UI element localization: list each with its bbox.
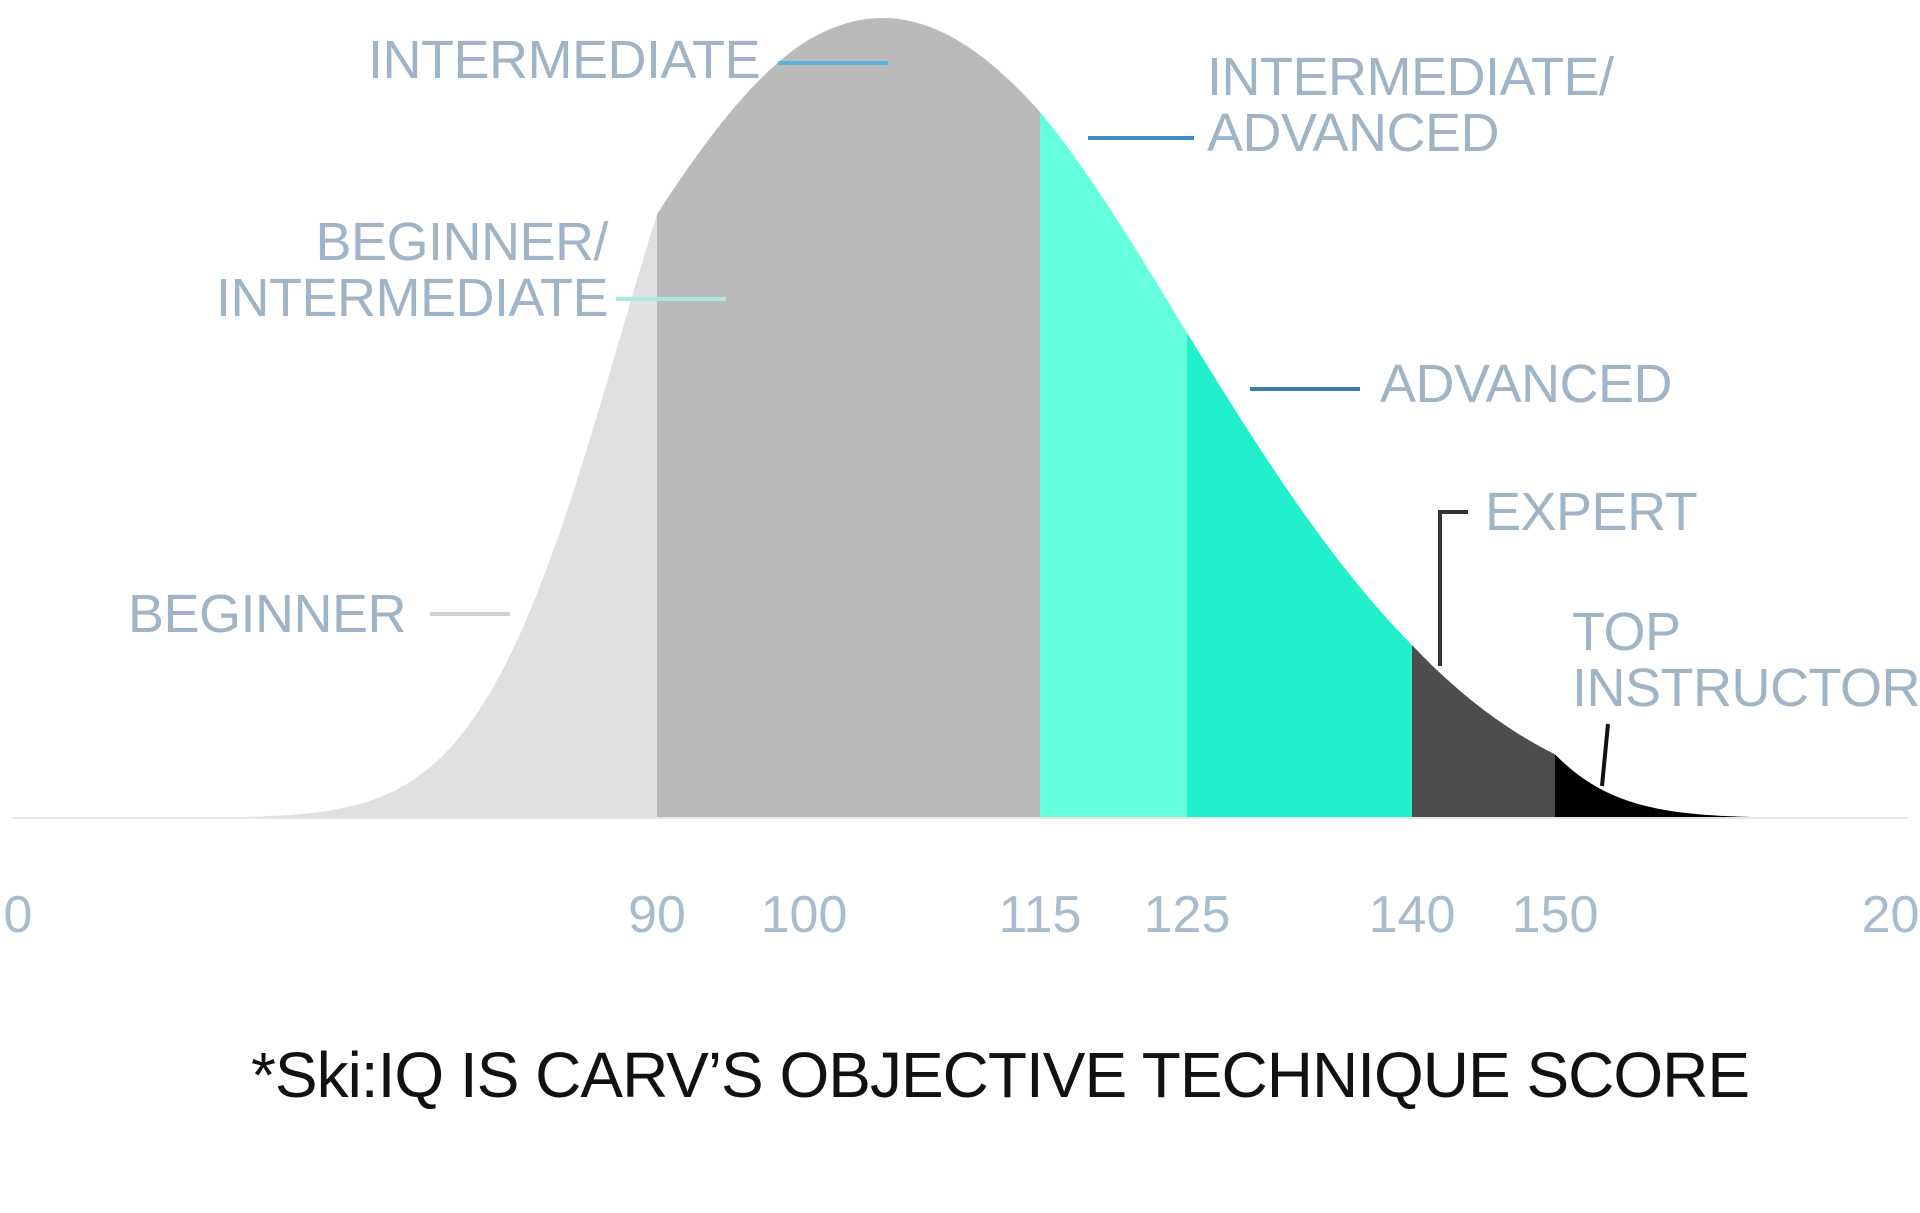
tick-label-4: 125 [1144,886,1231,944]
annotation-label: BEGINNER/ [315,212,608,272]
annotation-label: BEGINNER [128,584,406,644]
segment-2 [1040,112,1187,818]
segment-annotations: INTERMEDIATEBEGINNER/INTERMEDIATEBEGINNE… [128,30,1920,787]
annotation-label: INTERMEDIATE [368,30,760,90]
segment-3 [1187,332,1412,818]
annotation-1: BEGINNER/INTERMEDIATE [216,212,726,328]
tick-label-7: 200 [1862,886,1920,944]
annotation-3: INTERMEDIATE/ADVANCED [1088,47,1615,163]
tick-label-6: 150 [1512,886,1599,944]
tick-label-1: 90 [628,886,686,944]
annotation-5: EXPERT [1438,482,1698,666]
segment-4 [1412,644,1555,818]
annotation-leader-line [1600,723,1610,787]
annotation-4: ADVANCED [1250,354,1673,414]
annotation-2: BEGINNER [128,584,510,644]
annotation-label: INSTRUCTOR [1572,658,1920,718]
annotation-label: INTERMEDIATE/ [1207,47,1614,107]
x-axis-tick-labels: 0 90 100 115 125 140 150 200 [4,886,1920,944]
annotation-leader-line [1438,510,1468,666]
annotation-0: INTERMEDIATE [368,30,888,90]
annotation-label: ADVANCED [1380,354,1672,414]
footnote: *Ski:IQ IS CARV’S OBJECTIVE TECHNIQUE SC… [251,1039,1749,1111]
segment-5 [1555,754,1905,818]
annotation-label: INTERMEDIATE [216,268,608,328]
annotation-label: ADVANCED [1207,103,1499,163]
tick-label-5: 140 [1369,886,1456,944]
tick-label-0: 0 [4,886,33,944]
distribution-segments [18,18,1905,818]
tick-label-2: 100 [761,886,848,944]
segment-1 [657,18,1040,818]
annotation-label: TOP [1572,602,1681,662]
tick-label-3: 115 [999,886,1082,944]
annotation-label: EXPERT [1485,482,1697,542]
segment-0 [18,214,657,818]
